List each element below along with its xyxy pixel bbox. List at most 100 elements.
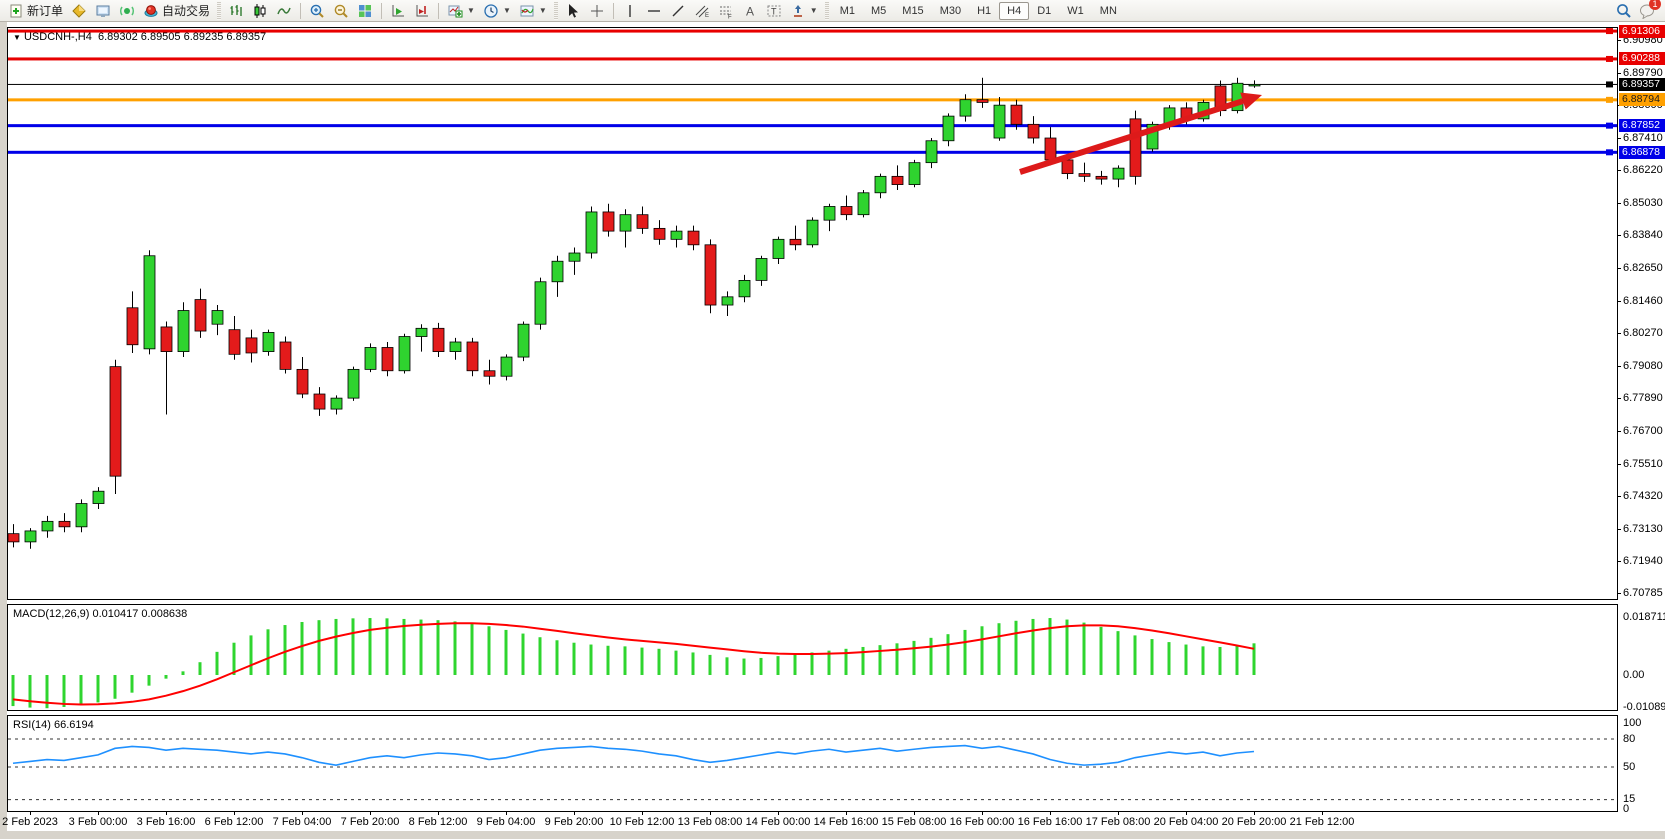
horizontal-level-lines[interactable] — [8, 28, 1617, 156]
time-tick — [234, 812, 235, 815]
price-tick: 6.79080 — [1623, 359, 1663, 372]
periods-icon — [483, 3, 499, 19]
new-order-label: 新订单 — [27, 4, 64, 18]
axis-tick — [1617, 365, 1621, 367]
price-level-tag: 6.86878 — [1619, 145, 1665, 159]
axis-tick — [1617, 561, 1621, 563]
collapse-triangle-icon[interactable]: ▼ — [13, 33, 21, 42]
text-tool-button[interactable]: A — [738, 2, 762, 20]
price-tick: 6.86220 — [1623, 164, 1663, 177]
candlestick-chart[interactable] — [7, 28, 1617, 599]
toolbar-grip — [553, 1, 558, 20]
chat-icon[interactable]: 1 — [1639, 0, 1661, 19]
vertical-line-tool-button[interactable] — [618, 2, 642, 20]
rsi-scale-label: 0 — [1623, 803, 1630, 815]
bar-chart-icon — [228, 3, 244, 19]
timeframe-button-m5[interactable]: M5 — [871, 4, 887, 17]
time-tick — [302, 812, 303, 815]
time-tick — [98, 812, 99, 815]
new-order-button[interactable]: 新订单 — [4, 1, 67, 20]
tile-windows-button[interactable] — [353, 2, 377, 20]
time-tick — [846, 812, 847, 815]
zoom-out-button[interactable] — [329, 2, 353, 20]
axis-tick — [1617, 528, 1621, 530]
horizontal-line-tool-button[interactable] — [642, 2, 666, 20]
axis-tick — [1617, 496, 1621, 498]
dropdown-caret: ▼ — [467, 6, 475, 15]
time-tick — [166, 812, 167, 815]
trend-arrow[interactable] — [1019, 92, 1262, 175]
time-tick — [438, 812, 439, 815]
time-tick-label: 2 Feb 2023 — [2, 816, 58, 828]
timeframe-button-d1[interactable]: D1 — [1037, 4, 1052, 17]
templates-icon — [519, 3, 535, 19]
time-tick — [914, 812, 915, 815]
candlestick-series — [7, 77, 1261, 549]
signals-button[interactable] — [115, 2, 139, 20]
equidistant-channel-tool-button[interactable]: E — [690, 2, 714, 20]
axis-tick — [1617, 463, 1621, 465]
charts-profile-button[interactable] — [67, 2, 91, 20]
rsi-chart[interactable] — [8, 716, 1617, 811]
window-edge — [0, 22, 7, 839]
toolbar-grip — [217, 1, 222, 20]
time-tick-label: 16 Feb 16:00 — [1017, 816, 1083, 828]
toolbar: 新订单 自动交易 — [0, 0, 1665, 22]
timeframe-button-m15[interactable]: M15 — [902, 4, 924, 17]
signal-icon — [119, 3, 135, 19]
time-axis[interactable]: 2 Feb 2023 3 Feb 00:00 3 Feb 16:00 6 Feb 12… — [2, 812, 1618, 831]
candlestick-chart-icon — [252, 3, 268, 19]
time-tick — [506, 812, 507, 815]
axis-tick — [1617, 137, 1621, 139]
cursor-tool-button[interactable] — [561, 2, 585, 20]
main-chart-panel[interactable] — [7, 27, 1618, 600]
time-tick-label: 8 Feb 12:00 — [408, 816, 468, 828]
timeframe-button-mn[interactable]: MN — [1099, 4, 1117, 17]
macd-chart[interactable] — [8, 605, 1617, 710]
candlestick-chart-button[interactable] — [248, 2, 272, 20]
time-tick — [1254, 812, 1255, 815]
timeframe-button-m1[interactable]: M1 — [839, 4, 855, 17]
price-level-tag: 6.88794 — [1619, 93, 1665, 107]
macd-indicator-label: MACD(12,26,9) 0.010417 0.008638 — [13, 608, 188, 620]
time-tick-label: 3 Feb 00:00 — [68, 816, 128, 828]
market-watch-button[interactable] — [91, 2, 115, 20]
macd-scale-label: -0.010896 — [1623, 701, 1665, 713]
rsi-scale-label: 50 — [1623, 761, 1636, 773]
macd-signal-line — [12, 622, 1255, 706]
line-chart-button[interactable] — [272, 2, 296, 20]
rsi-scale-label: 80 — [1623, 733, 1636, 745]
zoom-in-icon — [309, 3, 325, 19]
periods-button[interactable]: ▼ — [479, 2, 515, 20]
zoom-in-button[interactable] — [305, 2, 329, 20]
text-label-tool-button[interactable]: T — [762, 2, 786, 20]
axis-tick — [1617, 300, 1621, 302]
search-icon[interactable] — [1615, 3, 1631, 19]
rsi-panel[interactable] — [7, 715, 1618, 812]
time-tick-label: 10 Feb 12:00 — [609, 816, 675, 828]
timeframe-button-h4[interactable]: H4 — [999, 1, 1030, 20]
time-tick — [370, 812, 371, 815]
timeframe-button-m30[interactable]: M30 — [939, 4, 962, 17]
price-tick: 6.76700 — [1623, 424, 1663, 437]
price-tick: 6.73130 — [1623, 522, 1663, 535]
macd-histogram — [11, 618, 1256, 709]
timeframe-button-w1[interactable]: W1 — [1067, 4, 1084, 17]
svg-text:F: F — [728, 14, 732, 19]
templates-button[interactable]: ▼ — [515, 2, 551, 20]
crosshair-tool-button[interactable] — [585, 2, 609, 20]
arrows-tool-button[interactable]: ▼ — [786, 2, 822, 20]
timeframe-button-h1[interactable]: H1 — [977, 4, 992, 17]
trendline-tool-button[interactable] — [666, 2, 690, 20]
bar-chart-button[interactable] — [224, 2, 248, 20]
auto-scroll-button[interactable] — [386, 2, 410, 20]
time-tick — [1050, 812, 1051, 815]
time-tick — [30, 812, 31, 815]
indicators-button[interactable]: ▼ — [443, 2, 479, 20]
chart-shift-button[interactable] — [410, 2, 434, 20]
notification-badge: 1 — [1649, 0, 1661, 10]
autotrading-button[interactable]: 自动交易 — [139, 1, 214, 20]
fibonacci-tool-button[interactable]: F — [714, 2, 738, 20]
price-tick: 6.89790 — [1623, 66, 1663, 79]
chart-ohlc-values: 6.89302 6.89505 6.89235 6.89357 — [97, 31, 267, 43]
